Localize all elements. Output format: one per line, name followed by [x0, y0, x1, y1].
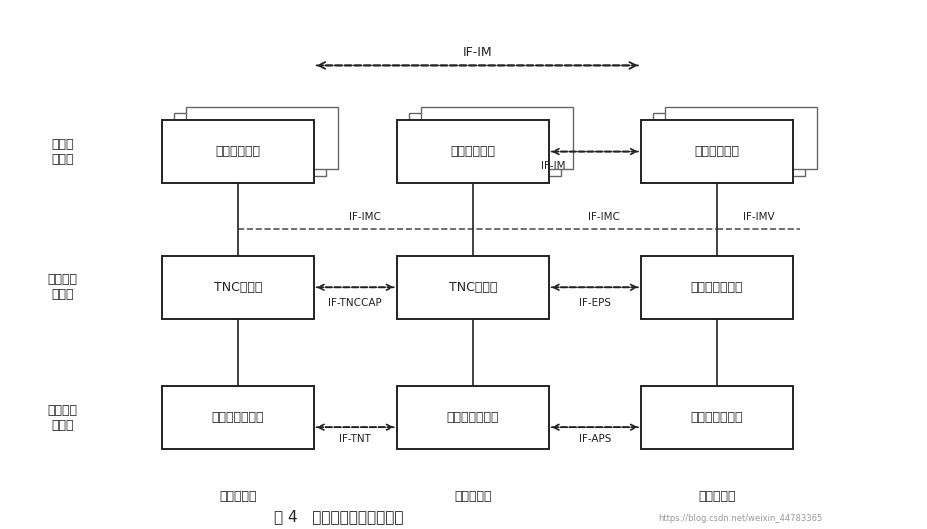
Bar	[397, 387, 549, 449]
Text: TNC接入点: TNC接入点	[449, 281, 497, 294]
Text: 评估策略服务者: 评估策略服务者	[691, 281, 743, 294]
Text: 完整性收集者: 完整性收集者	[451, 145, 495, 158]
Text: 完整性校验者: 完整性校验者	[694, 145, 740, 158]
Text: IF-IMC: IF-IMC	[588, 212, 620, 222]
Text: IF-IMV: IF-IMV	[743, 212, 774, 222]
Text: 网络访问请求者: 网络访问请求者	[211, 412, 264, 424]
Text: IF-TNCCAP: IF-TNCCAP	[328, 298, 382, 308]
Bar	[641, 256, 793, 318]
Bar	[641, 387, 793, 449]
Text: IF-IM: IF-IM	[463, 46, 492, 59]
Bar	[173, 113, 325, 176]
Bar	[161, 120, 313, 183]
Bar	[409, 113, 561, 176]
Text: 可信平台
评估层: 可信平台 评估层	[47, 273, 78, 302]
Bar	[641, 120, 793, 183]
Bar	[185, 107, 337, 169]
Text: 策略管理器: 策略管理器	[698, 490, 736, 503]
Text: 访问请求者: 访问请求者	[219, 490, 257, 503]
Bar	[421, 107, 573, 169]
Bar	[397, 120, 549, 183]
Text: 网络访问控制者: 网络访问控制者	[447, 412, 499, 424]
Text: IF-TNT: IF-TNT	[339, 434, 371, 444]
Text: IF-APS: IF-APS	[578, 434, 611, 444]
Text: 网络访问
控制层: 网络访问 控制层	[47, 404, 78, 432]
Bar	[653, 113, 805, 176]
Text: 完整性
度量层: 完整性 度量层	[51, 138, 74, 166]
Text: 图 4   中国可信网络连接架构: 图 4 中国可信网络连接架构	[274, 509, 404, 524]
Bar	[665, 107, 817, 169]
Text: IF-EPS: IF-EPS	[578, 298, 611, 308]
Text: IF-IMC: IF-IMC	[349, 212, 380, 222]
Bar	[161, 387, 313, 449]
Bar	[397, 256, 549, 318]
Bar	[161, 256, 313, 318]
Text: 访问控制器: 访问控制器	[454, 490, 491, 503]
Text: TNC客户端: TNC客户端	[213, 281, 262, 294]
Text: 鉴别策略服务者: 鉴别策略服务者	[691, 412, 743, 424]
Text: https://blog.csdn.net/weixin_44783365: https://blog.csdn.net/weixin_44783365	[658, 514, 822, 523]
Text: 完整性收集者: 完整性收集者	[215, 145, 260, 158]
Text: IF-IM: IF-IM	[541, 161, 565, 171]
